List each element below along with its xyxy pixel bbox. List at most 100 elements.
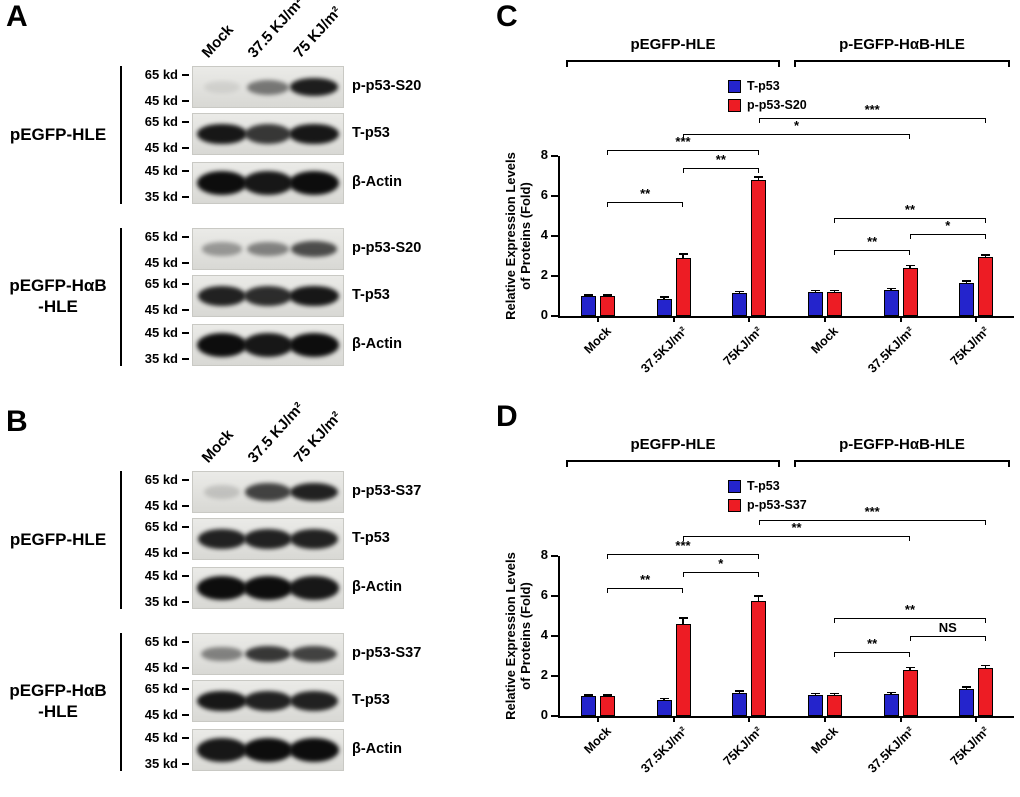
blot-row-label: β-Actin [352,741,402,757]
error-bar-cap [602,694,612,696]
marker-label: 35 kd [144,189,178,204]
error-bar-cap [583,694,593,696]
bar [902,268,918,316]
group-label: pEGFP-HαB -HLE [0,680,116,722]
x-tick-label: Mock [808,324,841,357]
x-tick-label: 37.5KJ/m² [864,324,917,376]
significance-label: *** [675,134,691,149]
marker-tick [182,236,189,238]
y-tick [551,275,558,277]
blot-band [289,690,339,712]
blot-band [289,528,339,550]
blot-band [243,528,293,550]
marker-tick [182,196,189,198]
bar [599,296,615,316]
significance-bracket [683,168,759,173]
significance-bracket [910,234,986,239]
panel-a-label: A [6,0,28,33]
x-tick [596,718,599,722]
y-tick [551,315,558,317]
marker-tick [182,505,189,507]
y-tick-label: 2 [540,267,548,282]
marker-label: 45 kd [144,163,178,178]
blot-band [197,576,247,600]
group-header-bracket [566,60,780,67]
legend-label: T-p53 [747,79,780,93]
x-tick-label: 75KJ/m² [947,724,993,769]
bar [580,296,596,316]
group-label-line: -HLE [38,702,78,721]
marker-label: 65 kd [144,229,178,244]
error-bar-cap [602,294,612,296]
group-header-bracket [794,460,1010,467]
bar [675,258,691,316]
group-label: pEGFP-HLE [0,124,116,145]
blot-band [243,576,293,600]
blot-band [243,738,293,762]
panel-b-blots: Mock 37.5 KJ/m² 75 KJ/m² pEGFP-HLE 65 kd 45 k… [0,399,490,797]
blot-row-label: β-Actin [352,174,402,190]
x-axis-line [558,716,1014,718]
marker-label: 65 kd [144,114,178,129]
group-header-label: p-EGFP-HαB-HLE [839,436,965,453]
blot-band [204,80,240,94]
marker-tick [182,737,189,739]
panel-d-label: D [496,400,518,433]
blot-row-label: T-p53 [352,530,390,546]
panel-b-label: B [6,405,28,438]
blot-band [289,333,339,357]
x-tick [975,318,978,322]
marker-tick [182,714,189,716]
error-bar [682,254,684,258]
y-tick [551,235,558,237]
group-header-bracket [794,60,1010,67]
marker-tick [182,479,189,481]
error-bar-cap [905,264,915,267]
x-tick-label: 75KJ/m² [720,324,766,369]
significance-label: *** [675,538,691,553]
error-bar [909,667,911,670]
blot-band [289,482,339,502]
error-bar-cap [810,289,820,292]
y-axis-line [558,156,560,318]
error-bar-cap [810,692,820,695]
marker-tick [182,667,189,669]
blot-image [192,729,344,771]
blot-image [192,228,344,270]
marker-tick [182,170,189,172]
x-tick [975,718,978,722]
marker-tick [182,283,189,285]
significance-label: * [718,556,724,571]
blot-band [247,79,289,95]
group-header-bracket [566,460,780,467]
error-bar [757,177,760,180]
x-tick [748,318,751,322]
y-tick [551,635,558,637]
significance-label: ** [715,152,726,167]
x-tick [899,718,902,722]
marker-tick [182,688,189,690]
blot-band [202,242,242,256]
blot-image [192,162,344,204]
x-tick-label: 37.5KJ/m² [637,724,690,776]
significance-bracket [834,618,986,623]
x-tick-label: 37.5KJ/m² [864,724,917,776]
blot-image [192,567,344,609]
blot-band [201,646,243,662]
bar [978,668,994,716]
error-bar-cap [583,294,593,296]
error-bar [814,290,817,292]
error-bar-cap [735,690,745,692]
significance-label: ** [640,572,651,587]
marker-label: 45 kd [144,545,178,560]
y-tick-label: 2 [540,667,548,682]
bar [732,693,748,716]
blot-band [197,171,247,195]
blot-band [197,528,247,550]
error-bar [663,297,665,299]
marker-label: 45 kd [144,140,178,155]
marker-tick [182,601,189,603]
error-bar-cap [735,290,745,293]
marker-tick [182,100,189,102]
bar [959,689,975,716]
